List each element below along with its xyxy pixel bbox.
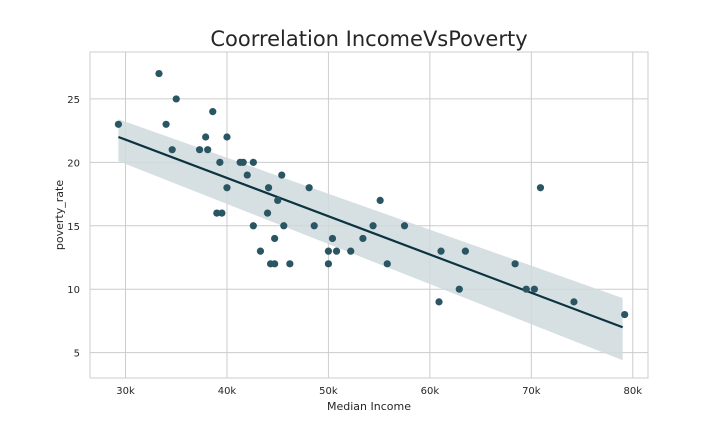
data-point (114, 120, 123, 128)
data-point (621, 310, 629, 319)
data-point (249, 158, 257, 166)
data-point (359, 234, 367, 243)
data-point (263, 209, 272, 217)
data-point (223, 184, 231, 192)
data-points (114, 69, 629, 319)
data-point (461, 247, 469, 255)
data-point (278, 171, 286, 179)
chart-title: Coorrelation IncomeVsPoverty (210, 27, 527, 51)
data-point (195, 146, 204, 154)
data-point (280, 222, 288, 230)
data-point (310, 222, 318, 230)
data-point (332, 247, 341, 255)
data-point (522, 285, 530, 293)
y-tick-label: 5 (74, 349, 80, 360)
y-tick-label: 10 (67, 285, 80, 296)
data-point (383, 260, 391, 268)
x-tick-label: 80k (624, 386, 643, 397)
data-point (570, 298, 578, 306)
x-tick-label: 30k (116, 386, 135, 397)
data-point (274, 196, 282, 205)
y-axis-label: poverty_rate (53, 180, 66, 250)
y-tick-label: 25 (67, 95, 80, 106)
data-point (400, 222, 409, 230)
data-point (162, 120, 170, 128)
y-tick-label: 20 (67, 158, 80, 169)
data-point (369, 222, 377, 230)
data-point (536, 184, 545, 192)
data-point (223, 133, 231, 141)
data-point (209, 108, 217, 116)
data-point (216, 158, 224, 166)
data-point (324, 260, 333, 268)
regression-line (118, 135, 624, 329)
data-point (530, 285, 538, 293)
data-point (271, 260, 279, 268)
y-tick-labels: 5 10 15 20 25 (67, 95, 80, 360)
data-point (243, 171, 251, 179)
confidence-band-layer (118, 119, 623, 361)
data-point (155, 69, 163, 78)
data-point (328, 234, 337, 243)
x-tick-label: 40k (218, 386, 237, 397)
x-axis-label: Median Income (327, 400, 411, 413)
data-point (213, 209, 221, 217)
data-point (256, 247, 265, 255)
data-point (239, 158, 247, 166)
data-point (455, 285, 463, 293)
data-point (435, 298, 443, 306)
data-point (305, 184, 313, 192)
data-point (347, 247, 355, 255)
data-point (249, 222, 257, 230)
data-point (271, 234, 279, 243)
x-tick-label: 70k (522, 386, 541, 397)
data-point (511, 260, 519, 268)
regression-line-layer (118, 135, 624, 329)
data-point (202, 133, 210, 141)
x-tick-label: 50k (319, 386, 338, 397)
data-point (437, 247, 445, 255)
confidence-band (118, 119, 623, 361)
data-point (168, 146, 176, 154)
y-tick-label: 15 (67, 222, 80, 233)
x-tick-label: 60k (421, 386, 440, 397)
data-point (264, 184, 273, 192)
data-point (376, 196, 384, 205)
x-tick-labels: 30k 40k 50k 60k 70k 80k (116, 386, 642, 397)
data-point (324, 247, 333, 255)
data-point (204, 146, 212, 154)
data-point (286, 260, 294, 268)
data-point (172, 95, 180, 103)
data-point (218, 209, 226, 217)
